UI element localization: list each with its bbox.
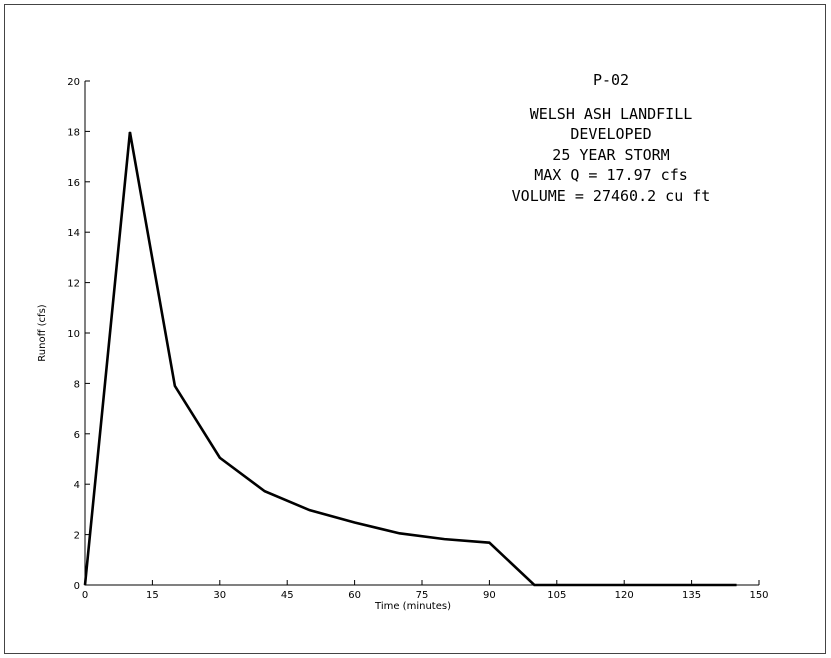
annotation-plot-id: P-02 xyxy=(593,71,629,89)
data-point xyxy=(668,584,670,586)
data-point xyxy=(129,131,131,133)
annotation-site-name: WELSH ASH LANDFILL xyxy=(530,105,693,123)
x-tick-label: 30 xyxy=(213,590,226,601)
y-tick-label: 14 xyxy=(67,228,80,239)
annotation-volume: VOLUME = 27460.2 cu ft xyxy=(512,187,711,205)
y-tick-label: 20 xyxy=(67,77,80,88)
tick-labels: 0 15 30 45 60 75 90 105 120 135 150 0 2 4 6 8 10 12 14 16 18… xyxy=(67,77,768,601)
x-tick-label: 0 xyxy=(82,590,88,601)
annotation-max-q: MAX Q = 17.97 cfs xyxy=(534,166,688,184)
y-tick-label: 8 xyxy=(74,379,80,390)
data-point xyxy=(309,509,311,511)
data-point xyxy=(219,457,221,459)
x-tick-label: 60 xyxy=(348,590,361,601)
annotation-storm: 25 YEAR STORM xyxy=(552,146,669,164)
x-tick-label: 45 xyxy=(281,590,294,601)
data-point xyxy=(264,490,266,492)
x-axis-label: Time (minutes) xyxy=(374,601,451,612)
y-tick-label: 12 xyxy=(67,279,80,290)
data-point xyxy=(578,584,580,586)
x-tick-label: 105 xyxy=(547,590,566,601)
y-tick-label: 18 xyxy=(67,127,80,138)
series-layer xyxy=(83,131,738,587)
data-point xyxy=(174,385,176,387)
x-tick-label: 135 xyxy=(682,590,701,601)
y-tick-label: 6 xyxy=(74,430,80,441)
y-axis-label: Runoff (cfs) xyxy=(37,304,48,361)
x-tick-label: 75 xyxy=(416,590,429,601)
y-tick-label: 10 xyxy=(67,329,80,340)
x-tick-label: 120 xyxy=(615,590,634,601)
data-point xyxy=(735,584,738,586)
data-point xyxy=(623,584,625,586)
x-tick-label: 15 xyxy=(146,590,159,601)
chart-frame: 0 15 30 45 60 75 90 105 120 135 150 0 2 4 6 8 10 12 14 16 18… xyxy=(4,4,826,654)
data-point xyxy=(488,542,490,544)
x-tick-label: 150 xyxy=(749,590,768,601)
y-tick-label: 16 xyxy=(67,178,80,189)
runoff-chart: 0 15 30 45 60 75 90 105 120 135 150 0 2 4 6 8 10 12 14 16 18… xyxy=(37,71,769,612)
data-point xyxy=(533,584,535,586)
data-point xyxy=(354,521,356,524)
y-tick-label: 4 xyxy=(74,480,80,491)
data-point xyxy=(398,532,401,534)
y-tick-label: 0 xyxy=(74,581,80,592)
x-tick-label: 90 xyxy=(483,590,496,601)
annotation-condition: DEVELOPED xyxy=(570,125,651,143)
y-tick-label: 2 xyxy=(74,531,80,542)
data-point xyxy=(443,538,446,540)
data-point xyxy=(84,584,86,586)
annotation-block: P-02 WELSH ASH LANDFILL DEVELOPED 25 YEA… xyxy=(512,71,711,205)
